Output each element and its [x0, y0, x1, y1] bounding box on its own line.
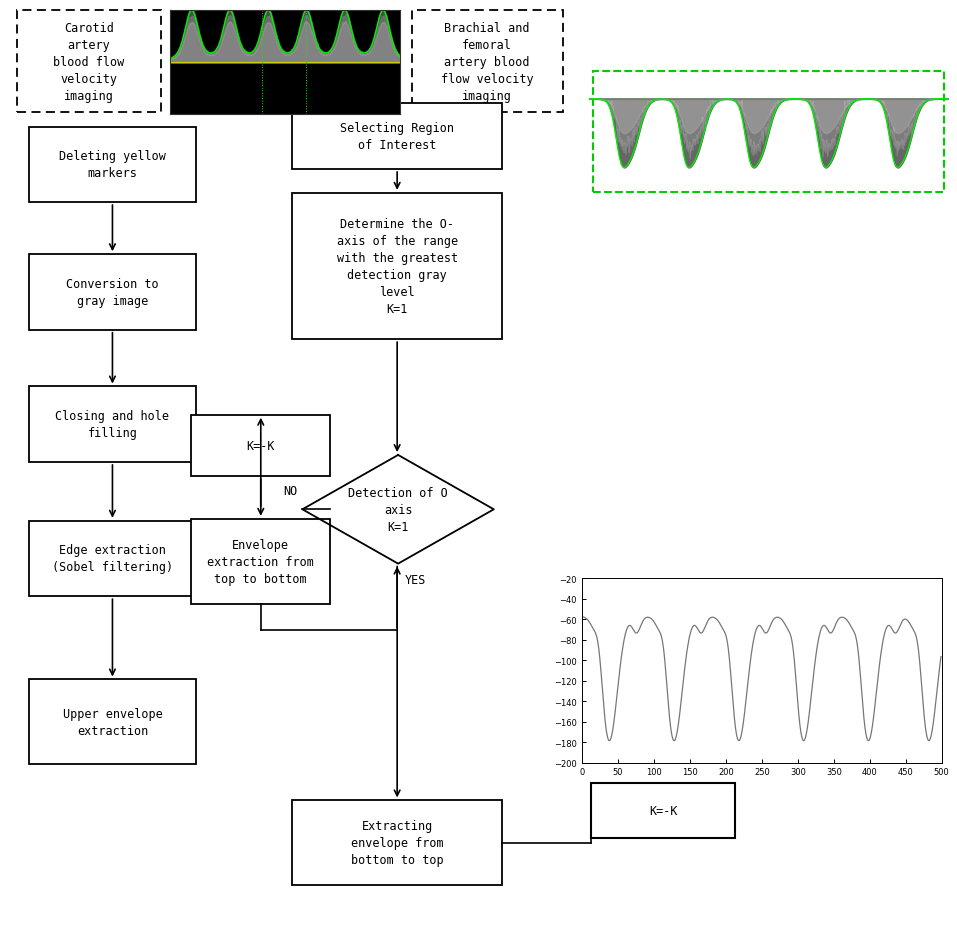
FancyBboxPatch shape [29, 127, 196, 203]
Text: Brachial and
femoral
artery blood
flow velocity
imaging: Brachial and femoral artery blood flow v… [441, 22, 533, 103]
Text: Upper envelope
extraction: Upper envelope extraction [62, 707, 163, 737]
Text: Edge extraction
(Sobel filtering): Edge extraction (Sobel filtering) [52, 544, 173, 574]
Text: Extracting
envelope from
bottom to top: Extracting envelope from bottom to top [351, 819, 443, 867]
FancyBboxPatch shape [292, 801, 502, 885]
Text: Selecting Region
of Interest: Selecting Region of Interest [340, 122, 455, 152]
Text: Determine the O-
axis of the range
with the greatest
detection gray
level
K=1: Determine the O- axis of the range with … [337, 218, 457, 315]
Text: Closing and hole
filling: Closing and hole filling [56, 410, 169, 440]
FancyBboxPatch shape [412, 11, 563, 113]
FancyBboxPatch shape [292, 194, 502, 340]
Text: Detection of O
axis
K=1: Detection of O axis K=1 [348, 486, 448, 533]
FancyBboxPatch shape [29, 255, 196, 330]
Text: Conversion to
gray image: Conversion to gray image [66, 278, 159, 308]
FancyBboxPatch shape [29, 680, 196, 765]
FancyBboxPatch shape [17, 11, 161, 113]
FancyBboxPatch shape [292, 104, 502, 170]
Text: K=-K: K=-K [247, 440, 275, 452]
FancyBboxPatch shape [29, 521, 196, 597]
Text: YES: YES [405, 573, 426, 586]
Text: Envelope
extraction from
top to bottom: Envelope extraction from top to bottom [208, 538, 314, 585]
Text: Deleting yellow
markers: Deleting yellow markers [59, 150, 166, 180]
Bar [593, 73, 944, 193]
FancyBboxPatch shape [191, 415, 330, 477]
Text: K=-K: K=-K [649, 804, 678, 818]
FancyBboxPatch shape [591, 784, 735, 838]
FancyBboxPatch shape [191, 519, 330, 604]
FancyBboxPatch shape [29, 387, 196, 463]
Polygon shape [302, 455, 494, 565]
Text: Carotid
artery
blood flow
velocity
imaging: Carotid artery blood flow velocity imagi… [54, 22, 124, 103]
Text: NO: NO [283, 484, 298, 497]
